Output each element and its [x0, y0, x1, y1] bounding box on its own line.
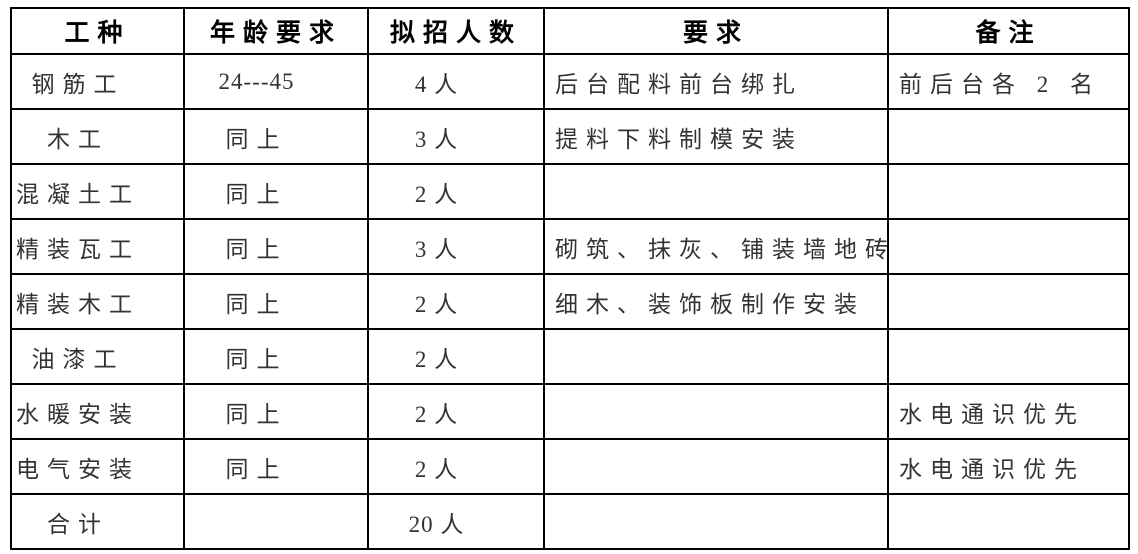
cell-job: 合计	[10, 493, 185, 550]
cell-count: 2 人	[367, 273, 545, 330]
column-header-age: 年龄要求	[183, 7, 369, 55]
cell-age: 24---45	[183, 53, 369, 110]
cell-requirement	[543, 328, 889, 385]
table-row: 油漆工 同上 2 人	[10, 328, 1130, 385]
cell-note: 水电通识优先	[887, 438, 1130, 495]
cell-count: 20 人	[367, 493, 545, 550]
cell-age: 同上	[183, 163, 369, 220]
cell-requirement	[543, 383, 889, 440]
cell-age: 同上	[183, 273, 369, 330]
cell-job: 精装木工	[10, 273, 185, 330]
cell-age: 同上	[183, 218, 369, 275]
cell-age: 同上	[183, 438, 369, 495]
cell-requirement: 细木、装饰板制作安装	[543, 273, 889, 330]
column-header-requirement: 要求	[543, 7, 889, 55]
cell-job: 钢筋工	[10, 53, 185, 110]
table-row: 精装木工 同上 2 人细木、装饰板制作安装	[10, 273, 1130, 330]
table-row: 精装瓦工 同上 3 人砌筑、抹灰、铺装墙地砖	[10, 218, 1130, 275]
cell-age: 同上	[183, 383, 369, 440]
cell-count: 2 人	[367, 438, 545, 495]
table-row: 合计 20 人	[10, 493, 1130, 550]
cell-requirement	[543, 438, 889, 495]
table-body: 钢筋工 24---45 4 人后台配料前台绑扎 前后台各 2 名木工 同上 3 人提料下料…	[10, 53, 1130, 550]
table-row: 电气安装 同上 2 人 水电通识优先	[10, 438, 1130, 495]
recruitment-table: 工种 年龄要求 拟招人数 要求 备注 钢筋工 24---45 4 人后台配料前台绑扎 前后台各…	[10, 7, 1130, 550]
cell-count: 4 人	[367, 53, 545, 110]
cell-note	[887, 328, 1130, 385]
cell-job: 混凝土工	[10, 163, 185, 220]
cell-note	[887, 218, 1130, 275]
cell-note: 前后台各 2 名	[887, 53, 1130, 110]
cell-note: 水电通识优先	[887, 383, 1130, 440]
cell-job: 电气安装	[10, 438, 185, 495]
cell-note	[887, 163, 1130, 220]
cell-note	[887, 273, 1130, 330]
column-header-job: 工种	[10, 7, 185, 55]
cell-requirement: 提料下料制模安装	[543, 108, 889, 165]
cell-job: 精装瓦工	[10, 218, 185, 275]
cell-count: 2 人	[367, 383, 545, 440]
table-row: 混凝土工 同上 2 人	[10, 163, 1130, 220]
cell-job: 木工	[10, 108, 185, 165]
cell-age: 同上	[183, 108, 369, 165]
header-row: 工种 年龄要求 拟招人数 要求 备注	[10, 7, 1130, 55]
table-row: 木工 同上 3 人提料下料制模安装	[10, 108, 1130, 165]
cell-requirement	[543, 163, 889, 220]
column-header-count: 拟招人数	[367, 7, 545, 55]
cell-job: 水暖安装	[10, 383, 185, 440]
table-row: 水暖安装 同上 2 人 水电通识优先	[10, 383, 1130, 440]
cell-job: 油漆工	[10, 328, 185, 385]
cell-note	[887, 108, 1130, 165]
table-row: 钢筋工 24---45 4 人后台配料前台绑扎 前后台各 2 名	[10, 53, 1130, 110]
cell-count: 2 人	[367, 328, 545, 385]
cell-count: 2 人	[367, 163, 545, 220]
column-header-note: 备注	[887, 7, 1130, 55]
cell-count: 3 人	[367, 108, 545, 165]
cell-requirement: 砌筑、抹灰、铺装墙地砖	[543, 218, 889, 275]
cell-requirement: 后台配料前台绑扎	[543, 53, 889, 110]
cell-count: 3 人	[367, 218, 545, 275]
cell-requirement	[543, 493, 889, 550]
cell-age: 同上	[183, 328, 369, 385]
cell-age	[183, 493, 369, 550]
cell-note	[887, 493, 1130, 550]
